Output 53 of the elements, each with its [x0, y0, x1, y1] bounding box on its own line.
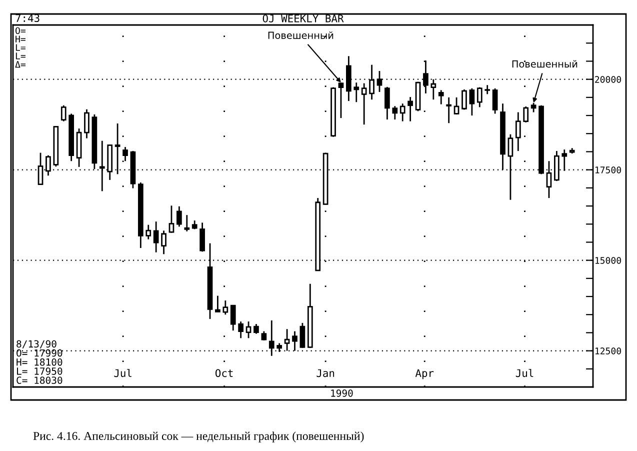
annotation: 8/13/90 O= 17990 H= 18100 L= 17950 C= 18030 [16, 340, 62, 384]
candlestick [515, 112, 521, 152]
candlestick [454, 96, 460, 116]
candlestick [484, 84, 490, 95]
candlestick [60, 104, 66, 122]
x-tick-label: Jul [114, 368, 132, 378]
candlestick [99, 140, 105, 192]
candlestick [361, 82, 367, 126]
candlestick [462, 88, 467, 110]
candlestick [354, 82, 360, 103]
candlestick [384, 86, 390, 120]
candlestick [246, 320, 252, 339]
y-tick-label: 15000 [595, 257, 621, 264]
candlestick [230, 304, 236, 332]
text: 1990 [331, 389, 353, 397]
candlestick [84, 108, 90, 139]
x-tick-label: Jul [516, 368, 534, 378]
candlestick [176, 206, 182, 228]
candlestick [146, 224, 152, 240]
annotation: O= H= L= L= Δ= [15, 27, 26, 68]
candlestick [300, 322, 306, 349]
candlestick [184, 214, 190, 232]
x-tick-label: Oct [216, 369, 233, 378]
candlestick [215, 295, 220, 312]
candlestick [562, 148, 568, 172]
candlestick [400, 102, 406, 122]
candlestick [238, 320, 244, 339]
candlestick [200, 222, 205, 252]
candlestick [469, 88, 475, 116]
candlestick [261, 330, 267, 341]
y-tick-label: 17500 [595, 166, 621, 174]
candlestick [438, 89, 444, 105]
annotation: Повешенный [512, 60, 578, 68]
candlestick [268, 320, 274, 357]
candlestick [153, 220, 159, 254]
y-tick-label: 12500 [595, 348, 621, 354]
candlestick [161, 230, 166, 255]
candlestick [523, 106, 529, 124]
candlestick [392, 105, 398, 120]
candlestick [168, 204, 174, 234]
x-tick-label: Apr [415, 369, 434, 380]
candlestick [254, 323, 259, 334]
x-tick-label: Jan [316, 369, 334, 378]
annotation: Повешенный [268, 32, 334, 40]
candlestick [492, 88, 498, 114]
candlestick [408, 96, 413, 122]
candlestick [222, 300, 228, 316]
candlestick [446, 96, 452, 124]
chart-title: OJ WEEKLY BAR [262, 14, 344, 22]
candlestick [476, 86, 482, 108]
y-tick-label: 20000 [595, 76, 621, 83]
text: Рис. 4.16. Апельсиновый сок — недельный график (повешенный) [33, 432, 364, 442]
candlestick [338, 82, 344, 119]
